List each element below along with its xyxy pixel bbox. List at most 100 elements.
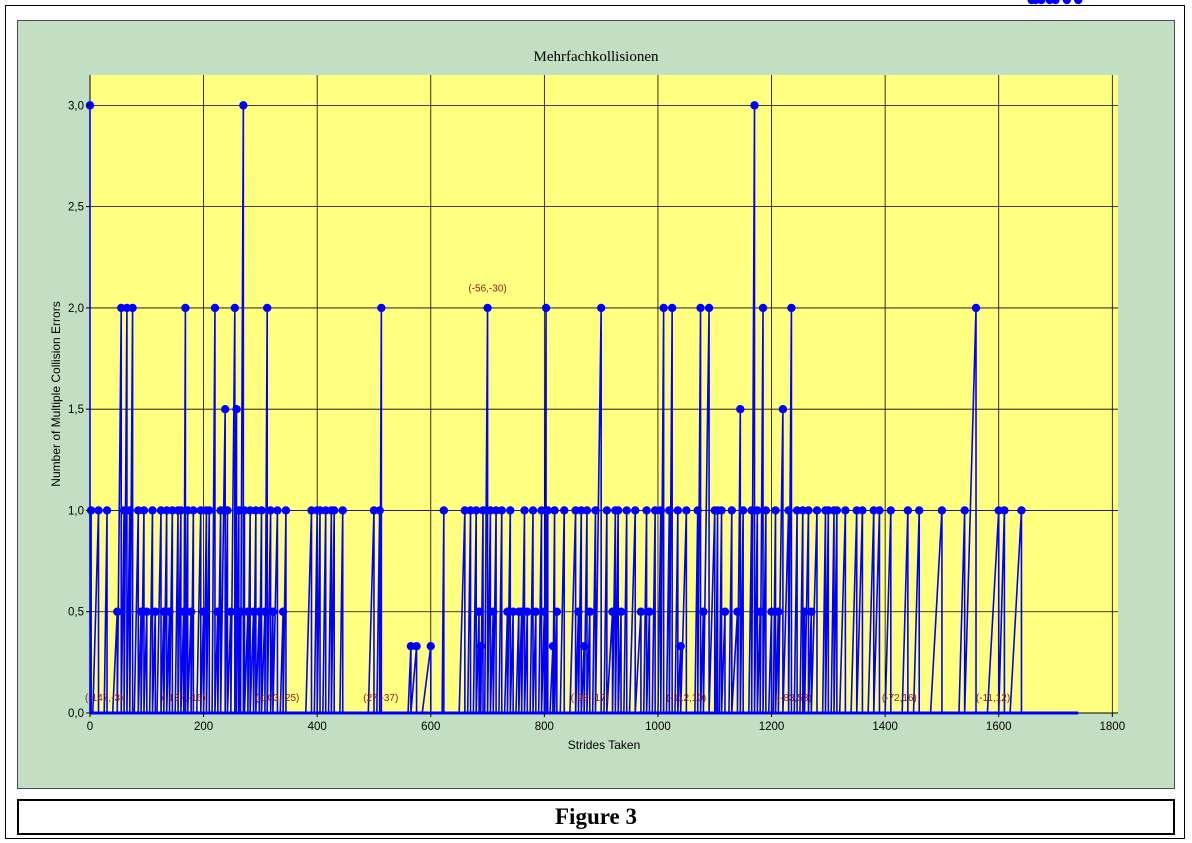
- point-annotation: (-98,-17): [571, 693, 609, 704]
- data-point: [761, 506, 771, 515]
- data-point: [506, 506, 515, 515]
- data-point: [439, 506, 449, 515]
- data-point: [753, 506, 762, 515]
- data-point: [841, 506, 850, 515]
- y-tick-label: 1,0: [68, 505, 84, 517]
- x-tick-label: 1600: [986, 721, 1012, 733]
- data-point: [523, 607, 532, 616]
- x-tick-label: 200: [194, 721, 213, 733]
- data-point: [582, 506, 592, 515]
- data-point: [483, 303, 492, 313]
- data-point: [596, 303, 606, 313]
- data-point: [717, 506, 726, 515]
- data-point: [213, 607, 222, 616]
- figure-caption-box: Figure 3: [17, 799, 1175, 835]
- data-point: [550, 506, 559, 515]
- data-point: [591, 506, 600, 515]
- series-multiple-collision-errors: [85, 0, 1083, 715]
- data-point: [665, 506, 674, 515]
- data-point: [528, 506, 538, 515]
- point-annotation: (-147,-3): [85, 693, 123, 704]
- data-point: [1000, 506, 1009, 515]
- data-point: [176, 506, 186, 515]
- figure-caption: Figure 3: [555, 804, 637, 829]
- data-point: [273, 506, 282, 515]
- data-point: [720, 607, 730, 616]
- data-point: [636, 607, 646, 616]
- data-point: [232, 404, 241, 414]
- data-point: [520, 506, 529, 515]
- data-point: [230, 303, 240, 313]
- y-tick-label: 0,5: [68, 607, 84, 619]
- data-point: [226, 607, 236, 616]
- data-point: [1062, 0, 1072, 5]
- data-point: [426, 641, 435, 651]
- data-point: [338, 506, 347, 515]
- data-point: [560, 506, 569, 515]
- data-point: [1017, 506, 1026, 515]
- data-point: [531, 607, 541, 616]
- data-point: [812, 506, 822, 515]
- data-point: [767, 607, 776, 616]
- point-annotation: (-137,-16): [162, 693, 206, 704]
- y-tick-label: 3,0: [68, 100, 84, 112]
- point-annotation: (-112,10): [666, 693, 706, 704]
- data-point: [552, 607, 562, 616]
- data-point: [239, 101, 248, 110]
- annotations: (-56,-30) (-147,-3) (-137,-16) (-103,-25) (2…: [85, 284, 1010, 704]
- x-tick-label: 1200: [759, 721, 785, 733]
- data-point: [478, 506, 488, 515]
- data-point: [412, 641, 421, 651]
- data-point: [800, 607, 809, 616]
- data-point: [585, 607, 595, 616]
- data-point: [608, 607, 617, 616]
- y-axis-title: Number of Multiple Collision Errors: [49, 301, 63, 486]
- data-point: [139, 506, 149, 515]
- data-point: [937, 506, 947, 515]
- data-point: [281, 506, 291, 515]
- data-point: [125, 506, 134, 515]
- data-point: [548, 641, 558, 651]
- data-point: [704, 303, 714, 313]
- data-point: [784, 506, 793, 515]
- data-point: [886, 506, 896, 515]
- data-point: [86, 506, 96, 515]
- data-point: [472, 506, 481, 515]
- data-point: [1037, 0, 1046, 5]
- x-tick-label: 1800: [1100, 721, 1126, 733]
- x-tick-label: 1000: [645, 721, 671, 733]
- y-tick-label: 1,5: [68, 404, 84, 416]
- y-tick-label: 0,0: [68, 708, 84, 720]
- x-tick-label: 0: [87, 721, 93, 733]
- data-point: [330, 506, 339, 515]
- data-point: [151, 607, 160, 616]
- data-point: [205, 506, 214, 515]
- data-point: [915, 506, 924, 515]
- data-point: [540, 607, 549, 616]
- x-axis-ticks: 0 200 400 600 800 1000 1200 1400 1600 1800: [87, 713, 1125, 733]
- data-point: [696, 303, 705, 313]
- data-point: [181, 303, 190, 313]
- data-point: [667, 303, 677, 313]
- data-point: [165, 607, 174, 616]
- data-point: [113, 607, 122, 616]
- y-tick-label: 2,0: [68, 303, 84, 315]
- data-point: [778, 404, 788, 414]
- data-point: [102, 506, 112, 515]
- data-point: [489, 607, 498, 616]
- data-point: [693, 506, 702, 515]
- data-point: [236, 607, 245, 616]
- data-point: [804, 506, 813, 515]
- y-axis-ticks: 0,0 0,5 1,0 1,5 2,0 2,5 3,0: [68, 100, 90, 720]
- data-point: [179, 607, 188, 616]
- data-point: [574, 607, 583, 616]
- data-point: [738, 506, 748, 515]
- data-point: [774, 607, 783, 616]
- point-annotation: (-72,16): [882, 693, 917, 704]
- data-point: [682, 506, 691, 515]
- data-point: [787, 303, 796, 313]
- data-point: [960, 506, 969, 515]
- data-point: [268, 607, 278, 616]
- data-point: [807, 607, 816, 616]
- data-point: [656, 506, 665, 515]
